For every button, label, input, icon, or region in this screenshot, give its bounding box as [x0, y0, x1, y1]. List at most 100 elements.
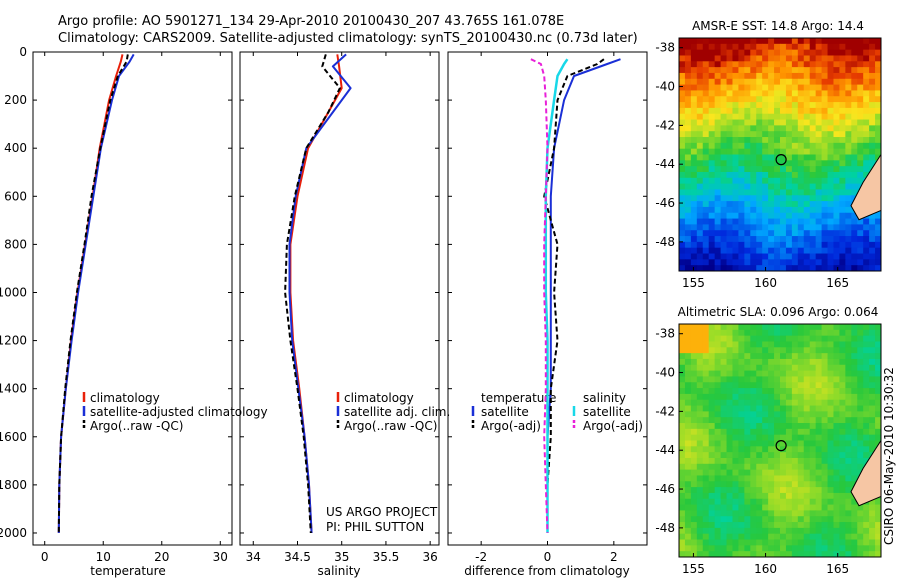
map-cell — [857, 72, 864, 80]
map-cell — [702, 183, 710, 190]
map-cell — [803, 55, 811, 62]
map-cell — [785, 38, 793, 45]
map-cell — [684, 358, 692, 366]
map-cell — [785, 446, 793, 453]
map-cell — [827, 487, 834, 494]
map-cell — [833, 463, 840, 471]
map-cell — [726, 113, 733, 121]
map-cell — [744, 446, 751, 453]
map-cell — [780, 230, 787, 237]
map-cell — [857, 55, 864, 62]
map-cell — [684, 469, 692, 476]
map-cell — [756, 487, 763, 494]
map-cell — [762, 516, 769, 523]
map-cell — [714, 265, 722, 272]
map-cell — [869, 405, 876, 412]
map-cell — [679, 253, 686, 260]
map-cell — [696, 119, 704, 126]
map-cell — [756, 481, 763, 488]
map-cell — [702, 417, 710, 424]
map-cell — [863, 335, 870, 342]
legend-label-temp-argo: Argo(-adj) — [481, 419, 541, 433]
map-cell — [827, 177, 834, 185]
map-cell — [845, 212, 852, 220]
map-cell — [851, 253, 858, 260]
map-cell — [875, 388, 882, 395]
map-cell — [869, 96, 876, 103]
map-cell — [809, 376, 817, 383]
map-cell — [690, 428, 698, 436]
map-cell — [815, 539, 823, 546]
float-position-marker — [775, 440, 787, 452]
map-cell — [732, 38, 739, 45]
map-cell — [679, 341, 686, 348]
map-cell — [720, 417, 728, 424]
map-cell — [738, 102, 745, 109]
map-cell — [809, 463, 817, 471]
map-cell — [815, 171, 823, 179]
map-cell — [869, 125, 876, 132]
map-cell — [732, 364, 739, 372]
map-cell — [791, 49, 799, 56]
map-cell — [833, 440, 840, 447]
map-cell — [738, 382, 745, 389]
map-cell — [827, 469, 834, 476]
map-cell — [780, 90, 787, 97]
map-cell — [791, 38, 799, 45]
map-cell — [797, 84, 805, 91]
map-cell — [857, 78, 864, 86]
map-cell — [857, 241, 864, 249]
map-cell — [851, 259, 858, 266]
map-cell — [696, 527, 704, 535]
map-cell — [845, 388, 852, 395]
map-cell — [720, 382, 728, 389]
map-cell — [785, 253, 793, 260]
map-cell — [785, 107, 793, 115]
map-cell — [714, 166, 722, 173]
map-cell — [726, 510, 733, 517]
map-cell — [797, 376, 805, 383]
depth-tick-label: 1400 — [0, 382, 27, 396]
map-cell — [708, 405, 716, 412]
map-cell — [750, 43, 757, 51]
map-cell — [756, 411, 763, 418]
map-cell — [869, 241, 876, 249]
map-cell — [732, 102, 739, 109]
map-cell — [869, 335, 876, 342]
map-cell — [690, 84, 698, 91]
map-cell — [679, 481, 686, 488]
map-cell — [833, 125, 840, 132]
map-cell — [863, 55, 870, 62]
map-cell — [785, 241, 793, 249]
map-cell — [833, 516, 840, 523]
map-cell — [702, 481, 710, 488]
map-cell — [714, 545, 722, 552]
map-cell — [696, 177, 704, 185]
map-cell — [702, 102, 710, 109]
map-cell — [797, 189, 805, 196]
map-cell — [714, 218, 722, 225]
map-cell — [839, 241, 846, 249]
map-cell — [833, 224, 840, 231]
x-tick-label: 34.5 — [284, 550, 311, 564]
map-cell — [750, 545, 757, 552]
map-cell — [684, 90, 692, 97]
map-cell — [762, 171, 769, 179]
map-cell — [780, 527, 787, 535]
map-cell — [679, 177, 686, 185]
map-cell — [833, 107, 840, 115]
map-cell — [684, 434, 692, 442]
map-cell — [684, 78, 692, 86]
map-cell — [768, 492, 775, 500]
map-cell — [762, 177, 769, 185]
map-cell — [833, 183, 840, 190]
map-cell — [768, 504, 775, 511]
map-cell — [857, 522, 864, 529]
map-cell — [744, 253, 751, 260]
map-cell — [696, 382, 704, 389]
map-cell — [696, 417, 704, 424]
map-cell — [869, 78, 876, 86]
map-cell — [827, 265, 834, 272]
map-cell — [815, 189, 823, 196]
map-cell — [738, 452, 745, 459]
